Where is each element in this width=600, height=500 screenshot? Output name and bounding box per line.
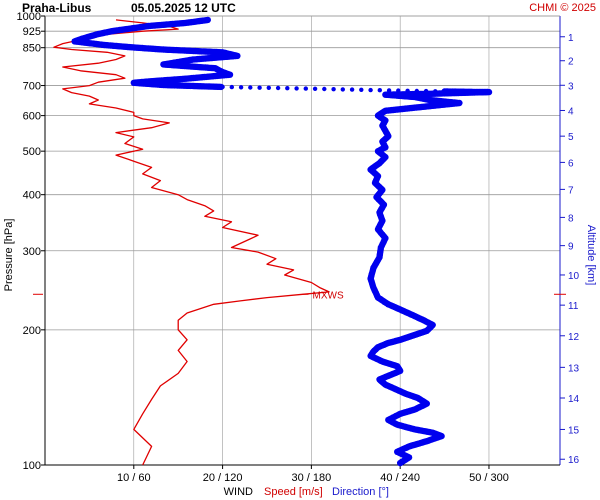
altitude-tick-label: 5 [568, 132, 574, 143]
pressure-tick-label: 100 [23, 460, 41, 472]
altitude-tick-label: 3 [568, 81, 574, 92]
altitude-tick-label: 1 [568, 33, 574, 44]
direction-point [238, 85, 244, 90]
x-tick-label: 10 / 60 [117, 472, 151, 484]
pressure-tick-label: 700 [23, 81, 41, 93]
altitude-axis-label: Altitude [km] [585, 225, 597, 286]
altitude-tick-label: 12 [568, 332, 580, 343]
direction-point [349, 87, 355, 92]
direction-point [396, 459, 404, 467]
sounding-datetime: 05.05.2025 12 UTC [131, 1, 236, 15]
altitude-tick-label: 9 [568, 242, 574, 253]
x-axis-label-direction: Direction [°] [332, 486, 389, 498]
altitude-tick-label: 7 [568, 185, 574, 196]
pressure-tick-label: 925 [23, 26, 41, 38]
altitude-tick-label: 11 [568, 301, 579, 312]
pressure-tick-label: 600 [23, 111, 41, 123]
direction-point [266, 85, 271, 91]
speed-line [53, 19, 330, 466]
pressure-tick-label: 850 [23, 43, 41, 55]
direction-point [248, 85, 253, 90]
direction-point [257, 85, 262, 90]
direction-point [359, 87, 364, 93]
altitude-tick-label: 14 [568, 394, 580, 405]
y-axis-label: Pressure [hPa] [3, 219, 15, 292]
direction-point [220, 84, 225, 90]
pressure-tick-label: 1000 [17, 11, 41, 23]
direction-point [294, 86, 299, 91]
altitude-tick-label: 16 [568, 455, 580, 466]
pressure-tick-label: 400 [23, 190, 41, 202]
credit-text: CHMI © 2025 [529, 2, 596, 14]
direction-point [312, 86, 318, 92]
x-axis-label-speed: Speed [m/s] [264, 486, 323, 498]
x-tick-label: 40 / 240 [380, 472, 420, 484]
altitude-tick-label: 6 [568, 158, 574, 169]
pressure-tick-label: 500 [23, 146, 41, 158]
mxws-label: MXWS [313, 290, 344, 301]
direction-point [303, 86, 308, 91]
direction-point [275, 85, 281, 91]
direction-point [368, 87, 373, 93]
direction-point [322, 86, 327, 92]
direction-point [229, 84, 234, 90]
altitude-tick-label: 10 [568, 271, 580, 282]
station-name: Praha-Libus [22, 1, 92, 15]
direction-series [71, 16, 493, 467]
x-tick-label: 20 / 120 [203, 472, 243, 484]
x-tick-label: 30 / 180 [291, 472, 331, 484]
pressure-tick-label: 200 [23, 325, 41, 337]
altitude-tick-label: 8 [568, 213, 574, 224]
altitude-tick-label: 13 [568, 363, 580, 374]
x-axis-label-wind: WIND [224, 486, 253, 498]
direction-point [331, 87, 336, 92]
direction-point [340, 87, 345, 92]
altitude-tick-label: 2 [568, 57, 574, 68]
direction-point [285, 86, 290, 91]
direction-point [377, 88, 382, 93]
x-tick-label: 50 / 300 [469, 472, 509, 484]
altitude-tick-label: 4 [568, 106, 574, 117]
altitude-tick-label: 15 [568, 425, 580, 436]
pressure-tick-label: 300 [23, 246, 41, 258]
